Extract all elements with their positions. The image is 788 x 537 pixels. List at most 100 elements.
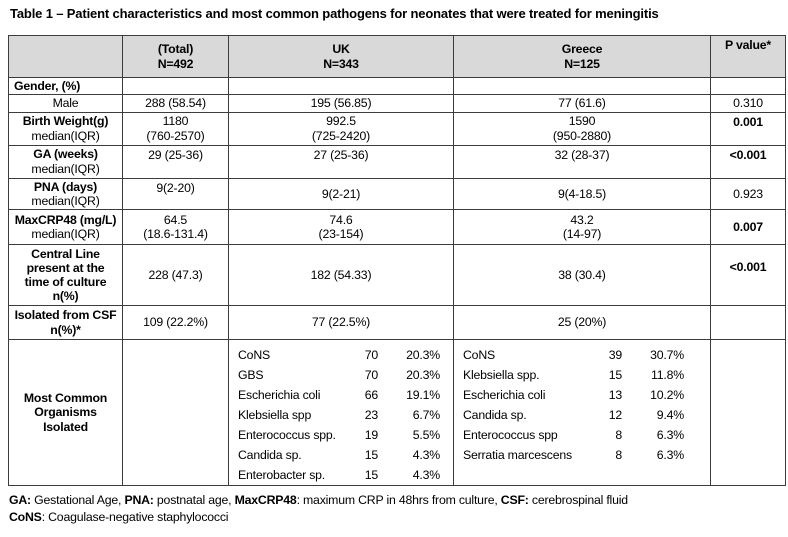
- organism-row-uk-5: Enterococcus spp. 19 5.5%: [238, 425, 440, 445]
- gender-label-cell: Gender, (%): [8, 76, 123, 96]
- birth-weight-row: Birth Weight(g) median(IQR) 1180 (760-25…: [8, 111, 786, 146]
- organism-percent: 11.8%: [651, 368, 684, 382]
- footnote-pna-def: postnatal age,: [153, 493, 235, 507]
- maxcrp48-total-line2: (18.6-131.4): [143, 227, 208, 241]
- organism-name: Escherichia coli: [238, 388, 321, 402]
- birth-weight-total-cell: 1180 (760-2570): [122, 111, 229, 146]
- central-line-total-cell: 228 (47.3): [122, 244, 229, 306]
- footnote-pna-term: PNA:: [124, 493, 154, 507]
- maxcrp48-greece-line2: (14-97): [562, 227, 602, 241]
- organism-count: 13: [608, 388, 622, 402]
- organisms-p-cell: [710, 339, 786, 486]
- organism-row-greece-3: Escherichia coli 13 10.2%: [463, 385, 684, 405]
- isolated-csf-label-line2: n(%)*: [50, 322, 81, 337]
- maxcrp48-greece-line1: 43.2: [570, 212, 594, 227]
- organism-count: 8: [615, 428, 622, 442]
- ga-label-line1: GA (weeks): [33, 147, 98, 162]
- pna-label-cell: PNA (days) median(IQR): [8, 177, 123, 210]
- isolated-csf-label-cell: Isolated from CSF n(%)*: [8, 305, 123, 340]
- birth-weight-total-line1: 1180: [162, 114, 189, 129]
- birth-weight-label-cell: Birth Weight(g) median(IQR): [8, 111, 123, 146]
- organism-name: Escherichia coli: [463, 388, 546, 402]
- gender-greece-cell: [453, 76, 711, 96]
- central-line-label-line3: time of culture: [24, 275, 107, 289]
- organism-percent: 6.3%: [656, 448, 684, 462]
- pna-greece-cell: 9(4-18.5): [453, 177, 711, 210]
- footnote-csf-term: CSF:: [500, 493, 529, 507]
- central-line-label-line2: present at the: [26, 260, 105, 275]
- organisms-label-line3: Isolated: [43, 419, 88, 434]
- organism-percent: 4.3%: [412, 448, 440, 462]
- isolated-csf-label-line1: Isolated from CSF: [14, 308, 117, 323]
- pna-p-cell: 0.923: [710, 177, 786, 210]
- organism-count: 15: [364, 448, 378, 462]
- ga-row: GA (weeks) median(IQR) 29 (25-36) 27 (25…: [8, 144, 786, 179]
- organism-name: Candida sp.: [463, 408, 527, 422]
- organism-name: Enterococcus spp.: [238, 428, 336, 442]
- isolated-csf-uk-cell: 77 (22.5%): [228, 305, 454, 340]
- isolated-csf-greece-cell: 25 (20%): [453, 305, 711, 340]
- organism-row-uk-6: Candida sp. 15 4.3%: [238, 445, 440, 465]
- ga-label-cell: GA (weeks) median(IQR): [8, 144, 123, 179]
- birth-weight-uk-line2: (725-2420): [311, 128, 371, 143]
- organism-percent: 10.2%: [650, 388, 684, 402]
- organism-name: Serratia marcescens: [463, 448, 572, 462]
- organism-count: 15: [608, 368, 622, 382]
- organism-name: CoNS: [238, 348, 271, 362]
- header-row: (Total) N=492 UK N=343 Greece N=125 P va…: [8, 35, 786, 78]
- male-total-cell: 288 (58.54): [122, 94, 229, 113]
- organism-name: Enterococcus spp: [463, 428, 558, 442]
- central-line-uk-cell: 182 (54.33): [228, 244, 454, 306]
- male-greece-cell: 77 (61.6): [453, 94, 711, 113]
- organism-percent: 19.1%: [406, 388, 440, 402]
- organism-row-uk-7: Enterobacter sp. 15 4.3%: [238, 465, 440, 485]
- isolated-csf-p-cell: [710, 305, 786, 340]
- gender-total-cell: [122, 76, 229, 96]
- organism-name: GBS: [238, 368, 264, 382]
- ga-greece-cell: 32 (28-37): [453, 144, 711, 179]
- organisms-label-cell: Most Common Organisms Isolated: [8, 339, 123, 486]
- male-label-cell: Male: [8, 94, 123, 113]
- footnote-maxcrp-term: MaxCRP48: [234, 493, 297, 507]
- organism-row-uk-2: GBS 70 20.3%: [238, 365, 440, 385]
- table-title: Table 1 – Patient characteristics and mo…: [10, 6, 659, 21]
- birth-weight-p-cell: 0.001: [710, 111, 786, 146]
- male-p-cell: 0.310: [710, 94, 786, 113]
- maxcrp48-uk-cell: 74.6 (23-154): [228, 209, 454, 245]
- organism-percent: 20.3%: [406, 368, 440, 382]
- pna-row: PNA (days) median(IQR) 9(2-20) 9(2-21) 9…: [8, 177, 786, 210]
- organism-row-uk-1: CoNS 70 20.3%: [238, 345, 440, 365]
- footnotes: GA: Gestational Age, PNA: postnatal age,…: [9, 492, 785, 527]
- organism-row-uk-3: Escherichia coli 66 19.1%: [238, 385, 440, 405]
- central-line-label-cell: Central Line present at the time of cult…: [8, 244, 123, 306]
- central-line-greece-cell: 38 (30.4): [453, 244, 711, 306]
- organism-name: Enterobacter sp.: [238, 468, 326, 482]
- organism-count: 12: [608, 408, 622, 422]
- gender-p-cell: [710, 76, 786, 96]
- maxcrp48-total-line1: 64.5: [163, 212, 188, 227]
- organisms-greece-cell: CoNS 39 30.7% Klebsiella spp. 15 11.8% E…: [453, 339, 711, 486]
- footnote-ga-term: GA:: [9, 493, 31, 507]
- organisms-uk-cell: CoNS 70 20.3% GBS 70 20.3% Escherichia c…: [228, 339, 454, 486]
- header-pvalue-cell: P value*: [710, 35, 786, 78]
- birth-weight-greece-line1: 1590: [568, 114, 596, 129]
- organisms-row: Most Common Organisms Isolated CoNS 70 2…: [8, 339, 786, 486]
- organisms-label-line2: Organisms: [34, 405, 97, 420]
- maxcrp48-uk-line1: 74.6: [329, 212, 353, 227]
- ga-uk-cell: 27 (25-36): [228, 144, 454, 179]
- organism-row-greece-4: Candida sp. 12 9.4%: [463, 405, 684, 425]
- organism-percent: 20.3%: [406, 348, 440, 362]
- male-row: Male 288 (58.54) 195 (56.85) 77 (61.6) 0…: [8, 94, 786, 113]
- birth-weight-uk-line1: 992.5: [326, 114, 356, 129]
- birth-weight-label-line2: median(IQR): [31, 128, 100, 143]
- footnote-cons-def: : Coagulase-negative staphylococci: [41, 510, 229, 525]
- patient-characteristics-table: (Total) N=492 UK N=343 Greece N=125 P va…: [8, 35, 786, 486]
- ga-label-line2: median(IQR): [31, 161, 100, 176]
- organism-count: 39: [608, 348, 622, 362]
- header-empty-cell: [8, 35, 123, 78]
- gender-row: Gender, (%): [8, 76, 786, 96]
- birth-weight-total-line2: (760-2570): [146, 128, 205, 143]
- maxcrp48-total-cell: 64.5 (18.6-131.4): [122, 209, 229, 245]
- isolated-csf-row: Isolated from CSF n(%)* 109 (22.2%) 77 (…: [8, 305, 786, 340]
